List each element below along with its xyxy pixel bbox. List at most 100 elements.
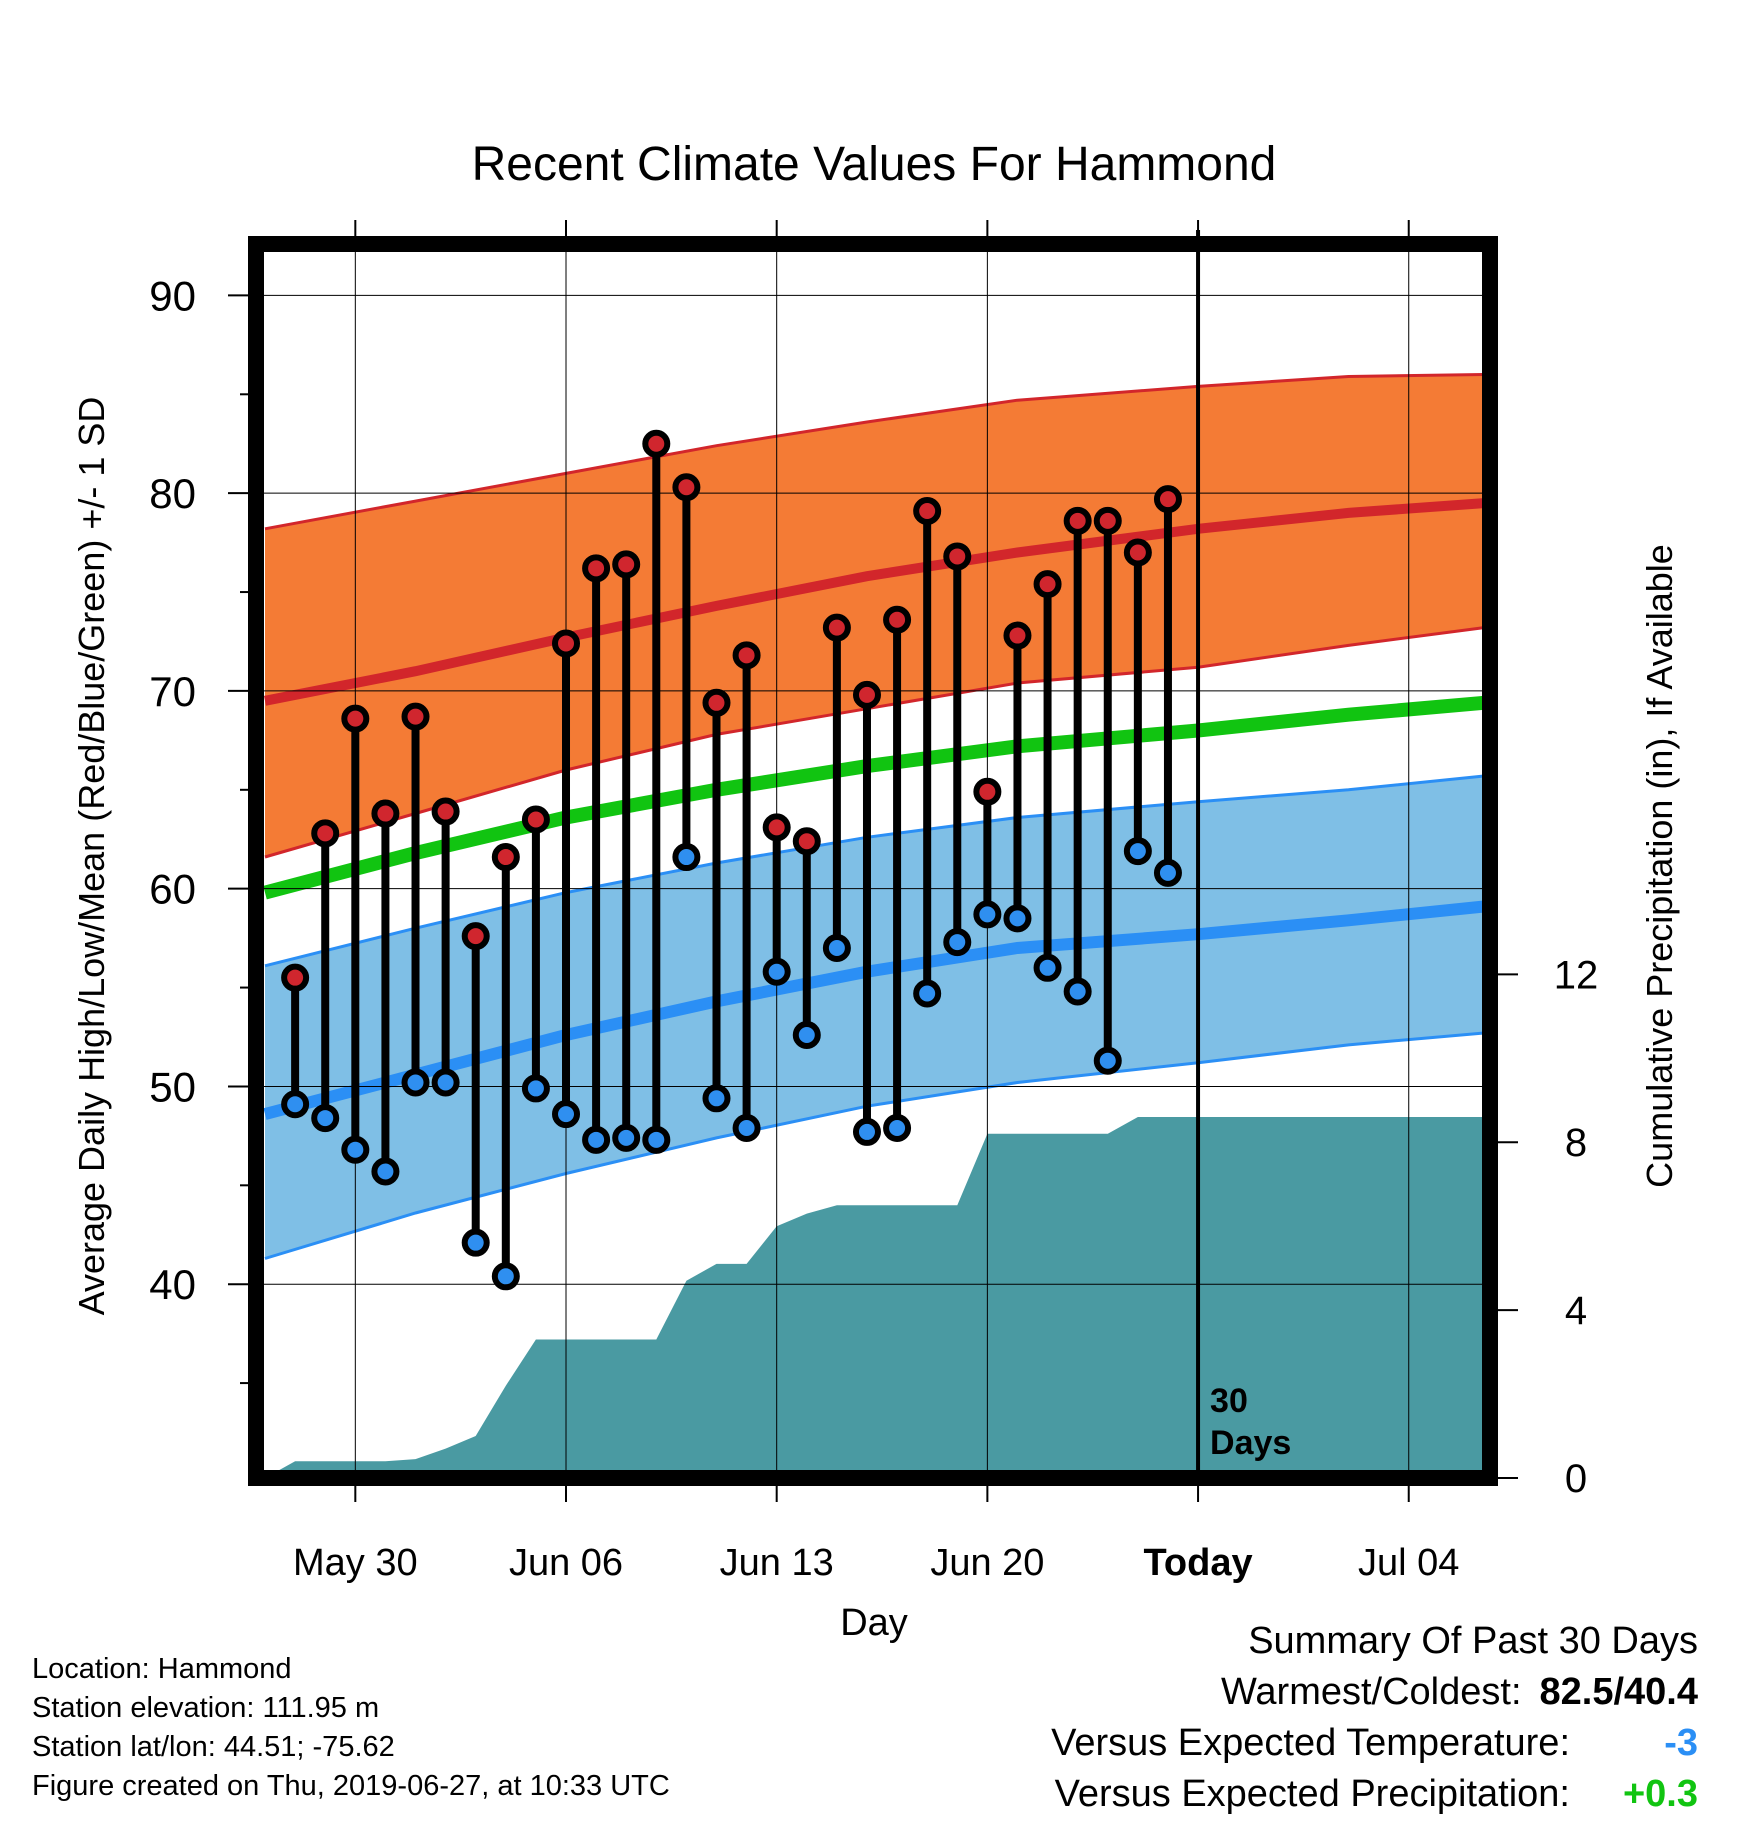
high-point bbox=[311, 819, 340, 848]
low-point bbox=[461, 1228, 490, 1257]
low-point bbox=[1123, 837, 1152, 866]
high-point bbox=[1063, 506, 1092, 535]
high-point bbox=[431, 797, 460, 826]
high-point bbox=[521, 805, 550, 834]
low-point bbox=[521, 1074, 550, 1103]
x-tick-label: Jul 04 bbox=[1358, 1542, 1459, 1584]
high-point bbox=[852, 680, 881, 709]
precipitation-label: Versus Expected Precipitation: bbox=[1054, 1773, 1570, 1815]
y-tick-label: 70 bbox=[149, 668, 196, 715]
low-point bbox=[642, 1125, 671, 1154]
y-tick-label: 90 bbox=[149, 272, 196, 319]
low-point bbox=[852, 1117, 881, 1146]
low-point bbox=[1063, 977, 1092, 1006]
high-point bbox=[672, 473, 701, 502]
temperature-value: -3 bbox=[1664, 1722, 1698, 1764]
warmest-coldest-label: Warmest/Coldest: bbox=[1220, 1671, 1522, 1713]
low-point bbox=[702, 1084, 731, 1113]
low-point bbox=[672, 843, 701, 872]
low-point bbox=[552, 1100, 581, 1129]
high-point bbox=[582, 554, 611, 583]
high-point bbox=[461, 922, 490, 951]
high-point bbox=[1093, 506, 1122, 535]
high-point bbox=[762, 813, 791, 842]
summary-panel: Summary Of Past 30 Days Warmest/Coldest:… bbox=[1051, 1620, 1698, 1824]
low-point bbox=[732, 1113, 761, 1142]
high-point bbox=[1033, 570, 1062, 599]
low-point bbox=[401, 1068, 430, 1097]
y2-tick-label: 8 bbox=[1565, 1121, 1587, 1165]
temperature-label: Versus Expected Temperature: bbox=[1051, 1722, 1570, 1764]
x-tick-label: May 30 bbox=[293, 1542, 418, 1584]
y-tick-label: 50 bbox=[149, 1063, 196, 1110]
low-point bbox=[973, 900, 1002, 929]
low-point bbox=[371, 1157, 400, 1186]
low-point bbox=[612, 1123, 641, 1152]
low-point bbox=[311, 1104, 340, 1133]
low-point bbox=[1033, 953, 1062, 982]
low-point bbox=[792, 1021, 821, 1050]
high-point bbox=[642, 429, 671, 458]
low-point bbox=[762, 957, 791, 986]
precipitation-value: +0.3 bbox=[1622, 1773, 1698, 1815]
high-point bbox=[552, 629, 581, 658]
high-point bbox=[1153, 485, 1182, 514]
elevation-text: Station elevation: 111.95 m bbox=[32, 1692, 380, 1724]
low-point bbox=[281, 1090, 310, 1119]
plot-content bbox=[256, 244, 1490, 1478]
summary-temperature: Versus Expected Temperature: -3 bbox=[1051, 1722, 1698, 1773]
low-point bbox=[913, 979, 942, 1008]
y2-tick-label: 12 bbox=[1554, 953, 1599, 997]
x-tick-label: Jun 13 bbox=[720, 1542, 834, 1584]
latlon-text: Station lat/lon: 44.51; -75.62 bbox=[32, 1731, 395, 1763]
low-point bbox=[491, 1262, 520, 1291]
high-point bbox=[732, 641, 761, 670]
high-point bbox=[341, 704, 370, 733]
plot-area: 30 Days May 30 Jun 06 Jun 13 Jun 20 Today Jul 0… bbox=[149, 220, 1598, 1584]
station-info: Location: Hammond Station elevation: 111… bbox=[32, 1650, 670, 1806]
high-point bbox=[1003, 621, 1032, 650]
summary-warmest-coldest: Warmest/Coldest: 82.5/40.4 bbox=[1051, 1671, 1698, 1722]
high-point bbox=[281, 963, 310, 992]
y-tick-label: 80 bbox=[149, 470, 196, 517]
low-point bbox=[822, 934, 851, 963]
today-annotation: 30 Days bbox=[1210, 1382, 1291, 1462]
high-sd-band bbox=[265, 374, 1484, 857]
plot-frame bbox=[248, 236, 1498, 1486]
low-point bbox=[431, 1068, 460, 1097]
high-point bbox=[792, 827, 821, 856]
created-text: Figure created on Thu, 2019-06-27, at 10… bbox=[32, 1770, 670, 1802]
high-point bbox=[401, 702, 430, 731]
y-tick-label: 40 bbox=[149, 1261, 196, 1308]
high-point bbox=[973, 777, 1002, 806]
x-tick-label: Jun 20 bbox=[930, 1542, 1044, 1584]
summary-title: Summary Of Past 30 Days bbox=[1248, 1620, 1698, 1662]
high-point bbox=[491, 843, 520, 872]
low-point bbox=[943, 928, 972, 957]
precipitation-area bbox=[265, 1117, 1484, 1478]
y-tick-label: 60 bbox=[149, 866, 196, 913]
low-point bbox=[1003, 904, 1032, 933]
y2-tick-label: 0 bbox=[1565, 1457, 1587, 1501]
low-point bbox=[341, 1135, 370, 1164]
today-annotation-line: 30 bbox=[1210, 1382, 1248, 1420]
low-point bbox=[1093, 1046, 1122, 1075]
x-tick-label: Jun 06 bbox=[509, 1542, 623, 1584]
x-tick-label: Today bbox=[1144, 1542, 1253, 1584]
high-point bbox=[913, 496, 942, 525]
y2-tick-label: 4 bbox=[1565, 1289, 1587, 1333]
y2-axis-label: Cumulative Precipitation (in), If Availa… bbox=[1639, 544, 1680, 1188]
summary-precipitation: Versus Expected Precipitation: +0.3 bbox=[1051, 1773, 1698, 1824]
warmest-coldest-value: 82.5/40.4 bbox=[1539, 1671, 1698, 1713]
high-point bbox=[822, 613, 851, 642]
high-point bbox=[883, 605, 912, 634]
high-mean-line bbox=[264, 498, 1485, 706]
low-point bbox=[883, 1113, 912, 1142]
high-upper-sd-line bbox=[264, 373, 1485, 531]
chart-title: Recent Climate Values For Hammond bbox=[472, 138, 1277, 191]
today-annotation-line: Days bbox=[1210, 1424, 1291, 1462]
high-point bbox=[702, 688, 731, 717]
location-text: Location: Hammond bbox=[32, 1653, 292, 1685]
high-point bbox=[371, 799, 400, 828]
